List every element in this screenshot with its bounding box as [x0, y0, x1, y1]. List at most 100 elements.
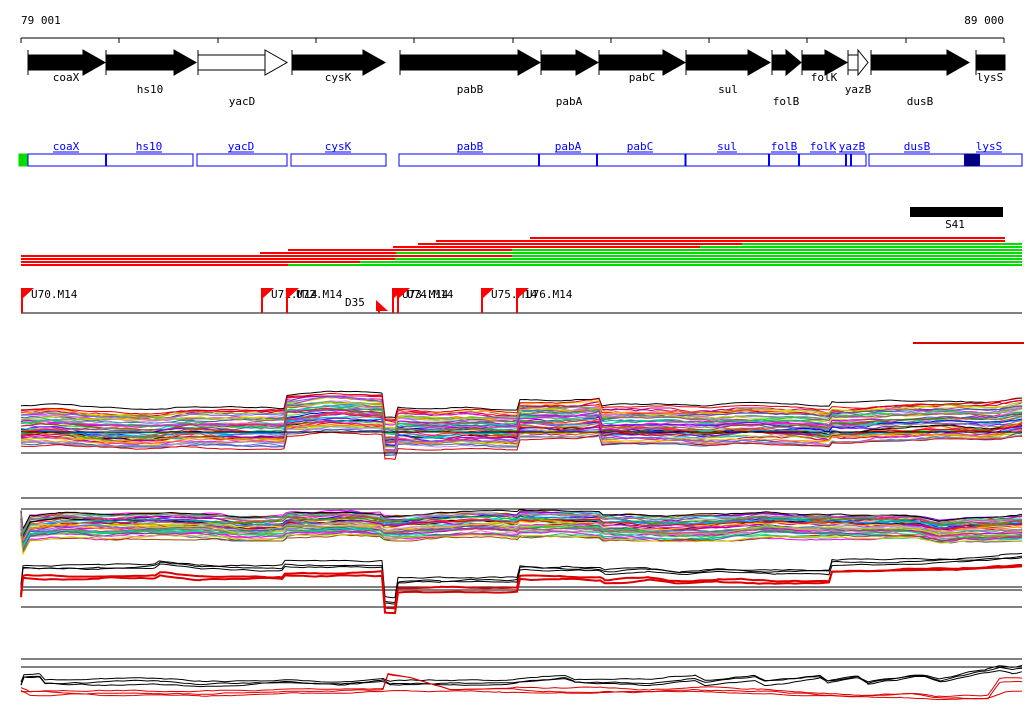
gene-link-label-sul[interactable]: sul	[717, 140, 737, 153]
gene-link-box[interactable]	[196, 153, 288, 167]
gene-link-box[interactable]	[290, 153, 387, 167]
marker-flag-U76.M14[interactable]: U76.M14	[516, 288, 573, 313]
profile-line	[20, 400, 1023, 431]
gene-label-yazB: yazB	[845, 83, 872, 96]
gene-arrow-lysS[interactable]	[975, 50, 1006, 75]
gene-label-folB: folB	[773, 95, 800, 108]
gene-arrow-sul[interactable]	[685, 49, 772, 76]
gene-arrow-pabB[interactable]	[399, 49, 542, 76]
profile-envelope-line	[20, 426, 1023, 454]
flag-pennant-icon	[517, 288, 529, 299]
gene-body	[540, 54, 577, 71]
gene-link-label-coaX[interactable]: coaX	[53, 140, 80, 153]
flag-pennant-icon	[398, 288, 410, 299]
marker-flag-label: D35	[345, 296, 365, 309]
gene-body	[291, 54, 364, 71]
gene-label-cysK: cysK	[325, 71, 352, 84]
gene-body	[771, 54, 787, 71]
gene-body	[870, 54, 948, 71]
expression-profile-track-1	[20, 390, 1023, 460]
gene-body	[847, 54, 859, 71]
profile-line	[20, 401, 1023, 431]
profile-line	[20, 530, 1023, 555]
gene-link-label-folK[interactable]: folK	[810, 140, 837, 153]
ruler-start-coordinate: 79 001	[21, 14, 61, 27]
marker-flag-label: U72.M14	[296, 288, 343, 301]
coverage-line	[20, 565, 1023, 615]
gene-arrow-cysK[interactable]	[291, 49, 387, 76]
coverage-line	[20, 552, 1023, 599]
profile-envelope-line	[20, 390, 1023, 419]
gene-link-label-cysK[interactable]: cysK	[325, 140, 352, 153]
gene-label-yacD: yacD	[229, 95, 256, 108]
flag-pennant-icon	[262, 288, 274, 299]
gene-link-label-dusB[interactable]: dusB	[904, 140, 931, 153]
gene-label-lysS: lysS	[977, 71, 1004, 84]
flag-pennant-icon	[22, 288, 34, 299]
gene-arrow-yazB[interactable]	[847, 48, 869, 77]
gene-arrowhead	[82, 49, 107, 76]
gene-arrow-dusB[interactable]	[870, 49, 971, 76]
gene-arrow-yacD[interactable]	[197, 49, 289, 76]
gene-link-label-pabB[interactable]: pabB	[457, 140, 484, 153]
marker-flag-U72.M14[interactable]: U72.M14	[286, 288, 343, 313]
selected-gene-box[interactable]	[964, 153, 980, 167]
marker-flag-label: U76.M14	[526, 288, 573, 301]
gene-arrow-coaX[interactable]	[27, 49, 107, 76]
marker-flag-U75.M14[interactable]: U75.M14	[481, 288, 538, 313]
gene-arrow-pabC[interactable]	[598, 49, 687, 76]
gene-link-label-lysS[interactable]: lysS	[976, 140, 1003, 153]
gene-arrow-pabA[interactable]	[540, 49, 600, 76]
gene-label-sul: sul	[718, 83, 738, 96]
gene-body	[801, 54, 826, 71]
flag-pennant-icon	[287, 288, 299, 299]
profile-envelope-line	[20, 392, 1023, 421]
profile-line	[20, 533, 1023, 555]
marker-flag-U70.M14[interactable]: U70.M14	[21, 288, 78, 313]
marker-flag-U74.M14[interactable]: U74.M14	[397, 288, 454, 313]
coverage-line	[20, 673, 1023, 700]
gene-body	[197, 54, 266, 71]
gene-arrow-folB[interactable]	[771, 48, 802, 77]
gene-arrowhead	[824, 49, 849, 76]
profile-line	[20, 408, 1022, 440]
gene-arrow-folK[interactable]	[801, 49, 849, 76]
marker-flag-label: U73.M14	[402, 288, 449, 301]
gene-link-box[interactable]	[398, 153, 686, 167]
gene-arrow-hs10[interactable]	[105, 49, 198, 76]
gene-link-box[interactable]	[27, 153, 194, 167]
gene-label-hs10: hs10	[137, 83, 164, 96]
profile-envelope-line	[20, 512, 1023, 533]
gene-link-row: coaX hs10 yacD cysK pabB pabA pabC sul folB folK y…	[18, 140, 1023, 167]
gene-label-pabB: pabB	[457, 83, 484, 96]
coverage-line	[20, 557, 1023, 605]
gene-body	[598, 54, 664, 71]
expression-profile-track-2	[20, 508, 1023, 556]
probe-bar-S41[interactable]	[910, 207, 1003, 217]
ruler-end-coordinate: 89 000	[964, 14, 1004, 27]
profile-envelope-line	[20, 533, 1023, 556]
gene-label-dusB: dusB	[907, 95, 934, 108]
plot-baseline-lines	[21, 431, 1022, 668]
coverage-line	[20, 689, 1023, 701]
marker-flag-U71.M14[interactable]: U71.M14	[261, 288, 318, 313]
gene-arrowhead	[662, 49, 687, 76]
profile-line	[20, 527, 1023, 550]
marker-flag-D35[interactable]: D35	[345, 296, 388, 313]
gene-link-box[interactable]	[685, 153, 867, 167]
profile-line	[20, 409, 1023, 440]
gene-link-label-pabC[interactable]: pabC	[627, 140, 654, 153]
gene-arrowhead	[946, 49, 971, 76]
gene-link-box[interactable]	[868, 153, 1023, 167]
gene-link-label-pabA[interactable]: pabA	[555, 140, 582, 153]
gene-link-label-yazB[interactable]: yazB	[839, 140, 866, 153]
gene-link-label-yacD[interactable]: yacD	[228, 140, 255, 153]
gene-link-label-hs10[interactable]: hs10	[136, 140, 163, 153]
gene-label-pabA: pabA	[556, 95, 583, 108]
gene-link-label-folB[interactable]: folB	[771, 140, 798, 153]
gene-label-pabC: pabC	[629, 71, 656, 84]
profile-line	[20, 515, 1022, 538]
